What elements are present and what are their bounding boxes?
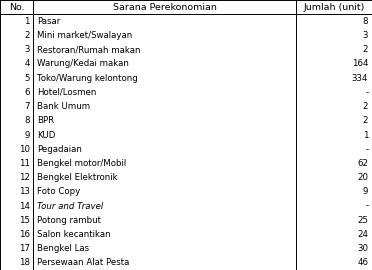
Text: Bengkel Las: Bengkel Las bbox=[37, 244, 89, 253]
Text: Hotel/Losmen: Hotel/Losmen bbox=[37, 88, 97, 97]
Text: 18: 18 bbox=[19, 258, 30, 267]
Text: 9: 9 bbox=[363, 187, 368, 196]
Text: 30: 30 bbox=[357, 244, 368, 253]
Text: 3: 3 bbox=[363, 31, 368, 40]
Text: Restoran/Rumah makan: Restoran/Rumah makan bbox=[37, 45, 141, 54]
Text: 9: 9 bbox=[25, 130, 30, 140]
Text: -: - bbox=[365, 88, 368, 97]
Text: 16: 16 bbox=[19, 230, 30, 239]
Text: Persewaan Alat Pesta: Persewaan Alat Pesta bbox=[37, 258, 129, 267]
Text: 2: 2 bbox=[24, 31, 30, 40]
Text: 62: 62 bbox=[357, 159, 368, 168]
Text: Bank Umum: Bank Umum bbox=[37, 102, 90, 111]
Text: Sarana Perekonomian: Sarana Perekonomian bbox=[113, 3, 217, 12]
Text: -: - bbox=[365, 201, 368, 211]
Text: Potong rambut: Potong rambut bbox=[37, 216, 101, 225]
Text: Pegadaian: Pegadaian bbox=[37, 145, 82, 154]
Text: Toko/Warung kelontong: Toko/Warung kelontong bbox=[37, 74, 138, 83]
Text: BPR: BPR bbox=[37, 116, 54, 125]
Text: KUD: KUD bbox=[37, 130, 55, 140]
Text: 46: 46 bbox=[357, 258, 368, 267]
Text: 8: 8 bbox=[24, 116, 30, 125]
Text: 24: 24 bbox=[357, 230, 368, 239]
Text: 10: 10 bbox=[19, 145, 30, 154]
Text: Bengkel motor/Mobil: Bengkel motor/Mobil bbox=[37, 159, 126, 168]
Text: No.: No. bbox=[9, 3, 25, 12]
Text: 2: 2 bbox=[363, 102, 368, 111]
Text: 17: 17 bbox=[19, 244, 30, 253]
Text: 13: 13 bbox=[19, 187, 30, 196]
Text: Mini market/Swalayan: Mini market/Swalayan bbox=[37, 31, 132, 40]
Text: 4: 4 bbox=[24, 59, 30, 69]
Text: Pasar: Pasar bbox=[37, 17, 60, 26]
Text: 1: 1 bbox=[363, 130, 368, 140]
Text: 5: 5 bbox=[24, 74, 30, 83]
Text: 20: 20 bbox=[357, 173, 368, 182]
Text: 2: 2 bbox=[363, 116, 368, 125]
Text: 14: 14 bbox=[19, 201, 30, 211]
Text: 6: 6 bbox=[24, 88, 30, 97]
Text: Tour and Travel: Tour and Travel bbox=[37, 201, 103, 211]
Text: 334: 334 bbox=[352, 74, 368, 83]
Text: 3: 3 bbox=[24, 45, 30, 54]
Text: 7: 7 bbox=[24, 102, 30, 111]
Text: 164: 164 bbox=[352, 59, 368, 69]
Text: 11: 11 bbox=[19, 159, 30, 168]
Text: Bengkel Elektronik: Bengkel Elektronik bbox=[37, 173, 118, 182]
Text: 15: 15 bbox=[19, 216, 30, 225]
Text: 25: 25 bbox=[357, 216, 368, 225]
Text: Salon kecantikan: Salon kecantikan bbox=[37, 230, 111, 239]
Text: Warung/Kedai makan: Warung/Kedai makan bbox=[37, 59, 129, 69]
Text: 2: 2 bbox=[363, 45, 368, 54]
Text: 12: 12 bbox=[19, 173, 30, 182]
Text: Jumlah (unit): Jumlah (unit) bbox=[303, 3, 365, 12]
Text: Foto Copy: Foto Copy bbox=[37, 187, 80, 196]
Text: 8: 8 bbox=[363, 17, 368, 26]
Text: 1: 1 bbox=[24, 17, 30, 26]
Text: -: - bbox=[365, 145, 368, 154]
